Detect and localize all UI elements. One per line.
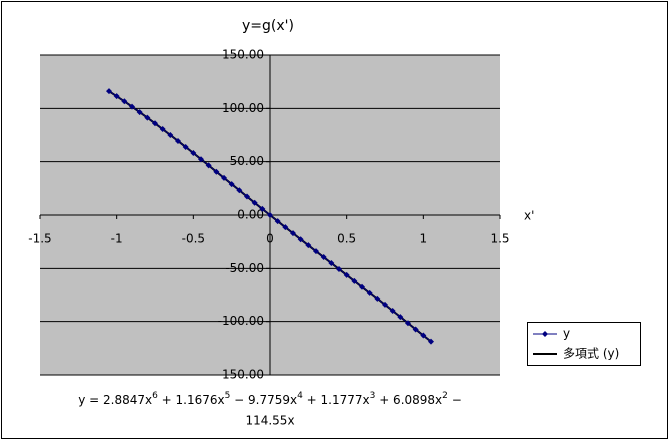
y-tick-label: 50.00 — [230, 154, 264, 168]
data-point — [251, 199, 258, 206]
data-point — [152, 120, 158, 127]
equation-exponent: 4 — [297, 391, 303, 401]
data-point — [297, 236, 304, 243]
data-point — [389, 308, 396, 314]
y-tick-label: -50.00 — [225, 261, 264, 275]
equation-term: + 1.1777x — [303, 393, 370, 407]
trendline-equation: 114.55x — [245, 414, 294, 428]
data-point — [244, 193, 250, 200]
data-point — [351, 277, 358, 284]
data-point — [382, 301, 388, 308]
data-point — [213, 168, 220, 175]
data-point — [412, 326, 419, 333]
y-tick-label: -150.00 — [218, 368, 264, 382]
data-point — [175, 137, 181, 144]
data-point — [359, 283, 365, 290]
data-point — [343, 271, 350, 278]
data-point — [366, 289, 373, 296]
x-tick-label: 1 — [420, 232, 428, 246]
data-point — [305, 242, 312, 249]
y-tick-label: 100.00 — [222, 101, 264, 115]
equation-term: y = 2.8847x — [78, 393, 152, 407]
data-point — [159, 126, 166, 133]
data-point — [228, 181, 235, 188]
data-point — [274, 218, 281, 225]
equation-term: + 6.0898x — [375, 393, 442, 407]
data-point — [205, 162, 212, 169]
x-tick-label: 1.5 — [490, 232, 509, 246]
data-point — [121, 98, 128, 105]
data-point — [267, 212, 273, 218]
equation-exponent: 2 — [442, 391, 448, 401]
legend — [527, 322, 641, 366]
chart-title: y=g(x') — [242, 18, 294, 34]
data-point — [106, 88, 112, 95]
data-point — [290, 230, 296, 237]
x-tick-label: -1 — [111, 232, 123, 246]
y-tick-label: -100.00 — [218, 314, 264, 328]
data-point — [320, 254, 327, 261]
data-point — [144, 114, 151, 121]
y-tick-label: 150.00 — [222, 48, 264, 62]
equation-exponent: 6 — [152, 391, 158, 401]
equation-exponent: 5 — [225, 391, 231, 401]
x-tick-label: -1.5 — [28, 232, 51, 246]
data-point — [313, 248, 319, 255]
data-point — [236, 187, 243, 194]
legend-marker — [542, 331, 548, 337]
x-tick-label: 0.5 — [337, 232, 356, 246]
equation-exponent: 3 — [370, 391, 376, 401]
equation-term: − 9.7759x — [230, 393, 297, 407]
data-point — [405, 320, 411, 327]
x-axis-label: x' — [524, 209, 534, 223]
data-point — [282, 224, 289, 231]
data-point — [198, 156, 204, 163]
data-point — [397, 314, 404, 321]
data-point — [182, 143, 189, 150]
trendline-equation: y = 2.8847x6 + 1.1676x5 − 9.7759x4 + 1.1… — [78, 391, 462, 407]
data-point — [420, 332, 427, 339]
equation-term: + 1.1676x — [158, 393, 225, 407]
data-point — [336, 265, 342, 272]
legend-label: y — [563, 327, 570, 341]
equation-term: − — [448, 393, 462, 407]
data-point — [328, 260, 335, 266]
data-point — [428, 338, 434, 345]
data-point — [136, 109, 143, 116]
data-point — [167, 132, 174, 138]
legend-label: 多項式 (y) — [563, 347, 619, 361]
x-tick-label: -0.5 — [182, 232, 205, 246]
data-point — [190, 150, 197, 157]
data-point — [221, 174, 227, 181]
data-point — [259, 205, 266, 212]
data-point — [129, 103, 135, 110]
data-point — [113, 93, 120, 100]
data-point — [374, 295, 381, 302]
